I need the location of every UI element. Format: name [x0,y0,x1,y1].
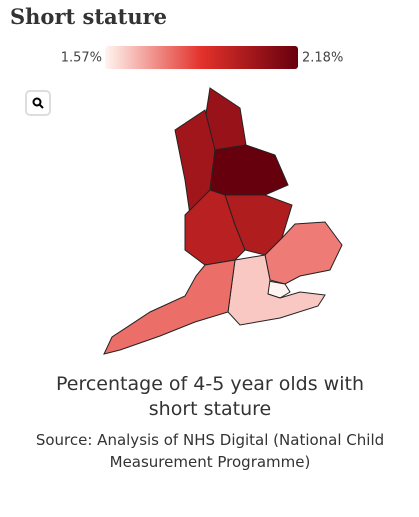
caption: Percentage of 4-5 year olds with short s… [56,373,364,420]
region [184,189,246,266]
region [264,221,343,285]
source: Source: Analysis of NHS Digital (Nationa… [35,431,385,471]
legend-bar [105,46,298,69]
title: Short stature [10,4,168,29]
region [227,254,326,326]
legend-max: 2.18% [302,51,343,66]
region [103,259,236,355]
region [209,144,289,196]
search-button[interactable] [25,90,51,116]
search-icon [32,97,44,109]
legend-min: 1.57% [61,51,102,66]
